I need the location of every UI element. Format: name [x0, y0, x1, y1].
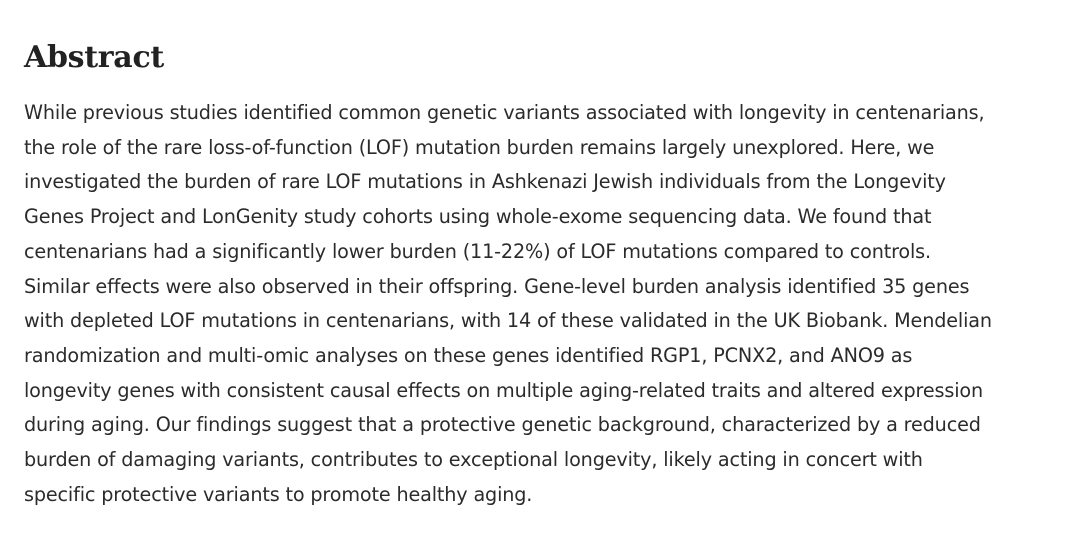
abstract-line: Similar effects were also observed in th… [24, 274, 970, 298]
abstract-section: Abstract While previous studies identifi… [24, 36, 1076, 512]
abstract-line: centenarians had a significantly lower b… [24, 239, 931, 263]
abstract-line: investigated the burden of rare LOF muta… [24, 170, 946, 194]
abstract-line: specific protective variants to promote … [24, 482, 533, 506]
abstract-body: While previous studies identified common… [24, 96, 1076, 512]
abstract-line: Genes Project and LonGenity study cohort… [24, 205, 932, 229]
abstract-line: burden of damaging variants, contributes… [24, 448, 923, 472]
abstract-line: with depleted LOF mutations in centenari… [24, 309, 992, 333]
abstract-heading: Abstract [24, 40, 164, 75]
abstract-line: during aging. Our findings suggest that … [24, 413, 981, 437]
abstract-line: longevity genes with consistent causal e… [24, 378, 983, 402]
abstract-line: randomization and multi-omic analyses on… [24, 343, 913, 367]
abstract-line: While previous studies identified common… [24, 101, 985, 124]
abstract-line: the role of the rare loss-of-function (L… [24, 135, 935, 159]
